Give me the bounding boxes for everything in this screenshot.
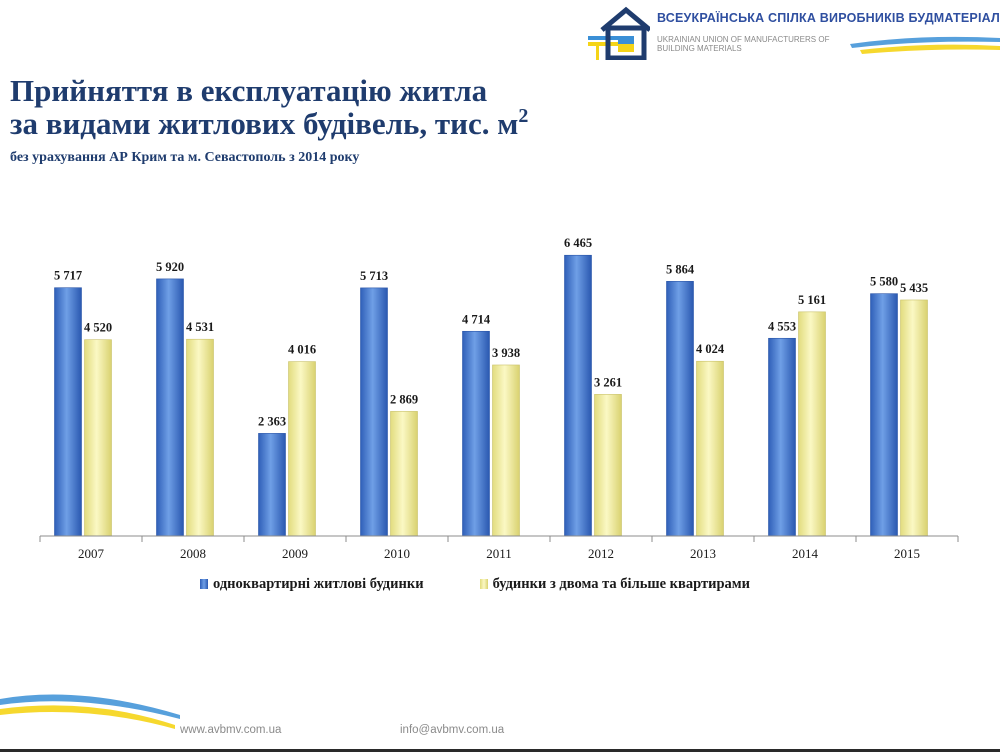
bar-single-family-2014 [768,337,796,537]
data-label-multi-family-2009: 4 016 [288,343,316,357]
legend-label-single-family: одноквартирні житлові будинки [213,575,424,592]
data-label-single-family-2009: 2 363 [258,414,286,428]
bar-multi-family-2010 [390,411,418,537]
x-tick-label-2014: 2014 [792,546,819,561]
org-name-en: UKRAINIAN UNION OF MANUFACTURERS OF BUIL… [657,35,830,53]
legend-swatch-blue [200,579,208,589]
x-tick-label-2010: 2010 [384,546,410,561]
bar-multi-family-2007 [84,339,112,537]
legend-label-multi-family: будинки з двома та більше квартирами [492,575,751,592]
bar-single-family-2013 [666,281,694,537]
bar-multi-family-2008 [186,338,214,537]
legend-item-multi-family: будинки з двома та більше квартирами [479,575,751,593]
x-axis: 2007 2008 2009 2010 2011 2012 2013 2014 2015 [39,535,959,561]
bar-single-family-2009 [258,433,286,537]
data-label-multi-family-2015: 5 435 [900,281,928,295]
title-line-1: Прийняття в експлуатацію житла [10,73,488,108]
bar-multi-family-2009 [288,361,316,537]
slide-subtitle: без урахування АР Крим та м. Севастополь… [10,150,360,165]
bars-layer [54,254,928,537]
data-label-single-family-2014: 4 553 [768,319,796,333]
legend-item-single-family: одноквартирні житлові будинки [200,576,424,593]
data-label-multi-family-2013: 4 024 [696,342,725,356]
data-label-multi-family-2008: 4 531 [186,320,214,334]
bar-single-family-2007 [54,287,82,537]
bar-single-family-2015 [870,293,898,537]
org-name-ua: ВСЕУКРАЇНСЬКА СПІЛКА ВИРОБНИКІВ БУДМАТЕР… [657,11,1000,25]
x-tick-label-2011: 2011 [486,546,512,561]
bar-multi-family-2013 [696,360,724,537]
bar-multi-family-2015 [900,299,928,537]
bar-single-family-2011 [462,330,490,537]
title-superscript: 2 [518,105,529,127]
bar-multi-family-2011 [492,364,520,537]
header-flag-swoosh [850,36,1000,54]
x-tick-label-2013: 2013 [690,546,716,561]
data-label-single-family-2013: 5 864 [666,262,695,276]
data-labels-layer: 5 717 4 520 5 920 4 531 2 363 4 016 5 713 2 869… [54,236,928,428]
bar-single-family-2012 [564,254,592,537]
footer-email[interactable]: info@avbmv.com.ua [400,724,505,736]
bar-multi-family-2014 [798,311,826,537]
x-tick-label-2012: 2012 [588,546,614,561]
data-label-multi-family-2010: 2 869 [390,392,418,406]
data-label-single-family-2008: 5 920 [156,260,184,274]
x-tick-label-2007: 2007 [78,546,105,561]
x-tick-label-2009: 2009 [282,546,308,561]
x-tick-label-2008: 2008 [180,546,206,561]
x-tick-label-2015: 2015 [894,546,920,561]
data-label-single-family-2012: 6 465 [564,236,592,250]
data-label-single-family-2007: 5 717 [54,269,82,283]
data-label-single-family-2015: 5 580 [870,275,898,289]
data-label-multi-family-2014: 5 161 [798,293,826,307]
data-label-single-family-2011: 4 714 [462,312,491,326]
slide-title: Прийняття в експлуатацію житла за видами… [10,74,528,140]
bar-single-family-2010 [360,287,388,537]
legend-swatch-yellow [479,579,488,589]
bar-chart: 5 717 4 520 5 920 4 531 2 363 4 016 5 713 2 869… [39,236,959,561]
bar-multi-family-2012 [594,394,622,537]
title-line-2-text: за видами житлових будівель, тис. м [10,106,519,141]
bar-single-family-2008 [156,278,184,537]
data-label-multi-family-2007: 4 520 [84,321,112,335]
footer-flag-swoosh [0,694,1000,752]
data-label-single-family-2010: 5 713 [360,269,388,283]
data-label-multi-family-2012: 3 261 [594,375,622,389]
title-line-2: за видами житлових будівель, тис. м2 [10,105,529,141]
footer-website[interactable]: www.avbmv.com.ua [180,724,282,736]
data-label-multi-family-2011: 3 938 [492,346,520,360]
legend: одноквартирні житлові будинки будинки з … [200,575,750,593]
house-logo-icon [588,6,650,60]
